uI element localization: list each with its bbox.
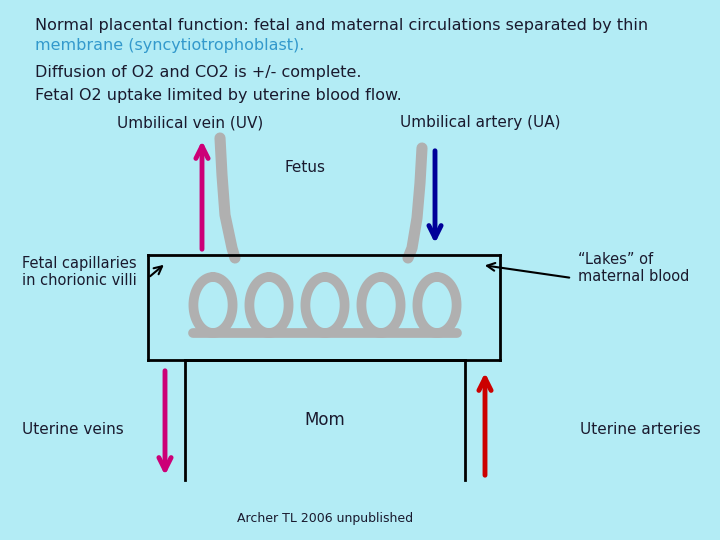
Text: Fetus: Fetus (284, 160, 325, 175)
Text: Umbilical vein (UV): Umbilical vein (UV) (117, 115, 263, 130)
Text: Diffusion of O2 and CO2 is +/- complete.: Diffusion of O2 and CO2 is +/- complete. (35, 65, 361, 80)
Text: Fetal capillaries
in chorionic villi: Fetal capillaries in chorionic villi (22, 256, 137, 288)
Text: membrane (syncytiotrophoblast).: membrane (syncytiotrophoblast). (35, 38, 305, 53)
Text: Umbilical artery (UA): Umbilical artery (UA) (400, 115, 560, 130)
Text: Uterine arteries: Uterine arteries (580, 422, 701, 437)
Text: Normal placental function: fetal and maternal circulations separated by thin: Normal placental function: fetal and mat… (35, 18, 648, 33)
Text: Fetal O2 uptake limited by uterine blood flow.: Fetal O2 uptake limited by uterine blood… (35, 88, 402, 103)
Text: “Lakes” of
maternal blood: “Lakes” of maternal blood (578, 252, 689, 284)
Text: Mom: Mom (305, 411, 346, 429)
Text: Uterine veins: Uterine veins (22, 422, 124, 437)
Text: Archer TL 2006 unpublished: Archer TL 2006 unpublished (237, 512, 413, 525)
